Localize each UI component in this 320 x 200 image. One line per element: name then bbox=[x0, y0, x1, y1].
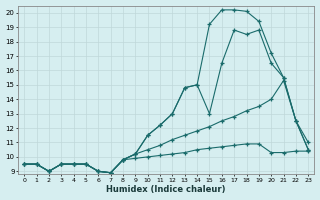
X-axis label: Humidex (Indice chaleur): Humidex (Indice chaleur) bbox=[107, 185, 226, 194]
